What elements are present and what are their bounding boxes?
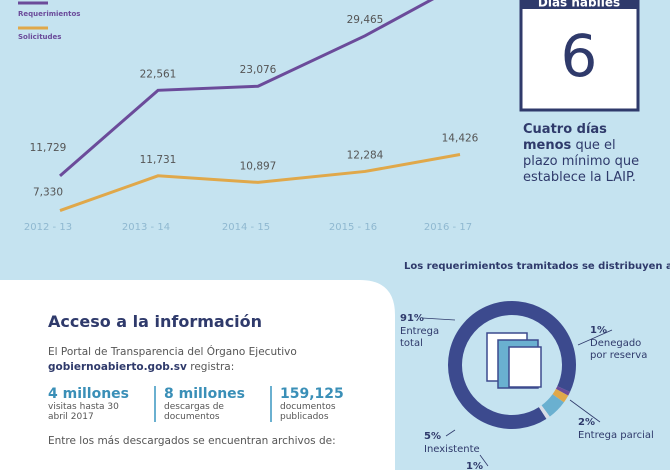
pie-value-label: 2% <box>578 417 595 428</box>
x-tick-label: 2012 - 13 <box>24 222 72 233</box>
value-label: 12,284 <box>347 149 384 161</box>
value-label: 23,076 <box>240 64 277 76</box>
pie-label: Entrega total <box>400 326 439 349</box>
calendar <box>519 0 640 112</box>
stat: 4 millones visitas hasta 30 abril 2017 <box>48 386 148 422</box>
pie-label: Entrega parcial <box>578 430 654 441</box>
pie-value-label: 91% <box>400 313 424 324</box>
pie-value-label: 1% <box>590 325 607 336</box>
pie-value-label: 5% <box>424 431 441 442</box>
value-label: 11,731 <box>140 154 177 166</box>
calendar-number: 6 <box>561 22 598 90</box>
pie-segment <box>552 388 569 403</box>
leader-line <box>479 454 489 467</box>
stat-value: 4 millones <box>48 386 130 402</box>
access-footer: Entre los más descargados se encuentran … <box>48 435 336 447</box>
series-line <box>59 153 461 212</box>
calendar-header-text: Días hábiles <box>538 0 620 10</box>
intro: El Portal de Transparencia del Órgano Ej… <box>48 346 297 358</box>
x-tick-label: 2013 - 14 <box>122 222 170 233</box>
access-title: Acceso a la información <box>48 312 263 331</box>
document-icon <box>486 332 542 389</box>
pie-label: Inexistente <box>424 444 480 455</box>
leader-line <box>445 429 456 437</box>
calendar-header <box>521 0 638 9</box>
value-label: 29,465 <box>347 14 384 26</box>
series-line <box>59 0 435 177</box>
legend-label: Requerimientos <box>18 10 80 18</box>
stat-value: 8 millones <box>164 386 246 402</box>
pie-segment <box>555 386 571 396</box>
value-label: 7,330 <box>33 187 63 199</box>
leader-line <box>577 329 613 346</box>
x-tick-label: 2015 - 16 <box>329 222 377 233</box>
site: gobiernoabierto.gob.sv <box>48 361 187 373</box>
stat: 8 millones descargas de documentos <box>154 386 264 422</box>
stats: 4 millones visitas hasta 30 abril 2017 8 m… <box>48 386 386 422</box>
value-label: 11,729 <box>30 142 67 154</box>
access-intro: El Portal de Transparencia del Órgano Ej… <box>48 345 348 375</box>
access-panel <box>0 280 395 470</box>
stat-label: descargas de documentos <box>164 402 224 422</box>
stat: 159,125 documentos publicados <box>270 386 380 422</box>
pie-segment <box>538 405 550 419</box>
pie-label: Denegado por reserva <box>590 338 647 361</box>
pie-segment <box>448 301 576 429</box>
pie-segment <box>541 394 564 417</box>
legend-label: Solicitudes <box>18 33 61 41</box>
x-tick-label: 2016 - 17 <box>424 222 472 233</box>
leader-line <box>421 317 456 321</box>
note: Cuatro días menos que el plazo mínimo qu… <box>523 122 653 186</box>
stat-label: visitas hasta 30 abril 2017 <box>48 402 119 422</box>
stat-value: 159,125 <box>280 386 344 402</box>
pie-value-label: 1% <box>466 461 483 470</box>
value-label: 22,561 <box>140 68 177 80</box>
stat-label: documentos publicados <box>280 402 336 422</box>
suffix: registra: <box>190 361 235 373</box>
note-text: que el plazo mínimo que establece la LAI… <box>523 138 640 185</box>
note-bold: Cuatro días menos <box>523 122 607 153</box>
value-label: 10,897 <box>240 160 277 172</box>
leader-line <box>569 399 601 423</box>
pie-title: Los requerimientos tramitados se distrib… <box>404 260 670 272</box>
x-tick-label: 2014 - 15 <box>222 222 270 233</box>
value-label: 14,426 <box>442 133 479 145</box>
